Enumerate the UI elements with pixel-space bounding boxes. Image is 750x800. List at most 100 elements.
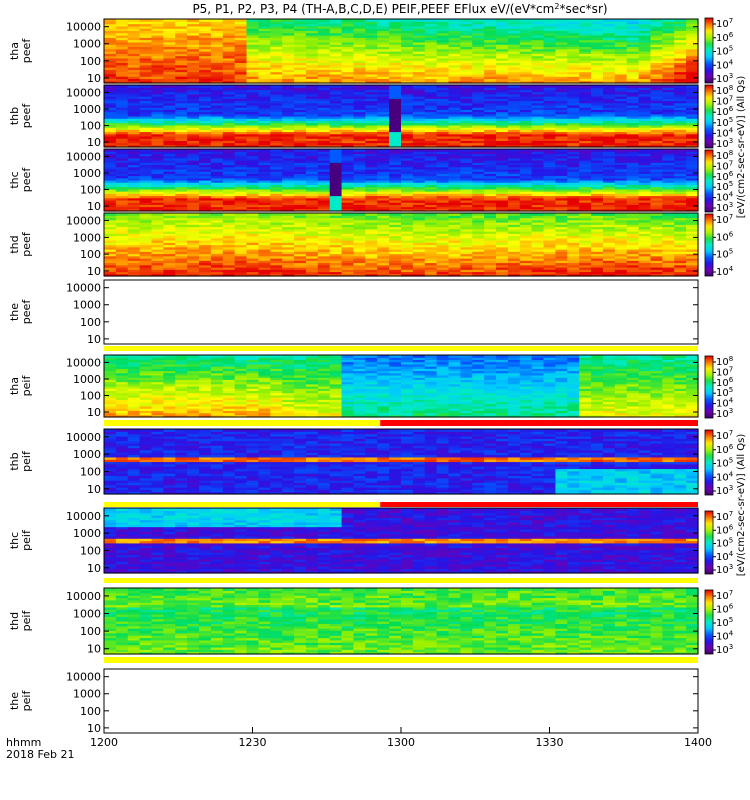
heatmap-cell [151, 226, 164, 230]
heatmap-cell [294, 135, 307, 139]
heatmap-cell [329, 118, 343, 122]
heatmap-cell [472, 109, 485, 113]
heatmap-cell [638, 21, 652, 25]
heatmap-cell [496, 204, 509, 208]
heatmap-cell [507, 131, 521, 135]
heatmap-cell [294, 155, 307, 159]
heatmap-cell [496, 138, 509, 141]
heatmap-cell [472, 171, 485, 174]
heatmap-cell [638, 153, 652, 157]
heatmap-cell [317, 206, 331, 210]
heatmap-cell [341, 133, 355, 137]
heatmap-cell [484, 138, 497, 141]
heatmap-cell [579, 208, 592, 212]
heatmap-cell [436, 122, 450, 126]
heatmap-cell [305, 30, 319, 34]
heatmap-cell [626, 155, 640, 159]
heatmap-cell [139, 262, 153, 266]
heatmap-cell [448, 21, 461, 25]
heatmap-cell [436, 168, 450, 172]
heatmap-cell [187, 151, 200, 155]
heatmap-cell [115, 69, 129, 73]
heatmap-cell [543, 28, 557, 32]
heatmap-cell [401, 173, 414, 177]
heatmap-cell [602, 162, 616, 166]
heatmap-cell [282, 71, 295, 75]
heatmap-cell [472, 57, 485, 61]
heatmap-cell [448, 162, 461, 166]
heatmap-cell [199, 240, 212, 243]
heatmap-cell [674, 35, 687, 38]
heatmap-cell [104, 237, 117, 241]
heatmap-cell [282, 271, 295, 275]
heatmap-cell [365, 267, 378, 270]
heatmap-cell [686, 46, 699, 50]
heatmap-cell [353, 122, 366, 126]
heatmap-cell [341, 149, 355, 152]
heatmap-cell [115, 127, 129, 130]
heatmap-cell [151, 142, 164, 146]
heatmap-cell [507, 157, 521, 161]
heatmap-cell [424, 107, 438, 110]
heatmap-cell [341, 127, 355, 130]
heatmap-cell [151, 104, 164, 108]
heatmap-cell [448, 168, 461, 172]
heatmap-cell [151, 57, 164, 61]
heatmap-cell [246, 246, 260, 250]
heatmap-cell [282, 260, 295, 264]
heatmap-cell [258, 111, 271, 115]
heatmap-cell [270, 219, 283, 223]
panel-frame [103, 148, 699, 212]
heatmap-cell [341, 182, 355, 186]
heatmap-cell [115, 118, 129, 122]
heatmap-cell [341, 28, 355, 32]
heatmap-cell [472, 162, 485, 166]
heatmap-cell [305, 233, 319, 237]
heatmap-cell [270, 151, 283, 155]
heatmap-cell [353, 48, 366, 52]
heatmap-cell [329, 213, 343, 216]
heatmap-cell [187, 118, 200, 122]
heatmap-cell [401, 120, 414, 124]
heatmap-cell [555, 51, 568, 54]
heatmap-cell [210, 71, 224, 75]
heatmap-cell [472, 120, 485, 124]
heatmap-cell [626, 85, 640, 88]
heatmap-cell [341, 237, 355, 241]
heatmap-cell [401, 253, 414, 257]
heatmap-cell [199, 202, 212, 205]
heatmap-cell [258, 57, 271, 61]
heatmap-cell [543, 142, 557, 146]
heatmap-cell [199, 273, 212, 277]
heatmap-cell [282, 175, 295, 179]
heatmap-cell [638, 53, 652, 57]
heatmap-cell [151, 78, 164, 82]
heatmap-cell [496, 69, 509, 73]
heatmap-cell [127, 80, 141, 84]
heatmap-cell [341, 260, 355, 264]
heatmap-cell [199, 151, 212, 155]
heatmap-cell [531, 48, 545, 52]
heatmap-cell [294, 102, 307, 106]
heatmap-cell [187, 48, 200, 52]
heatmap-cell [282, 28, 295, 32]
heatmap-cell [614, 104, 628, 108]
heatmap-cell [686, 120, 699, 124]
heatmap-cell [424, 182, 438, 186]
heatmap-cell [329, 166, 343, 170]
heatmap-cell [104, 246, 117, 250]
heatmap-cell [104, 28, 117, 32]
heatmap-cell [448, 107, 461, 110]
heatmap-cell [460, 21, 473, 25]
heatmap-cell [115, 164, 129, 168]
heatmap-cell [686, 195, 699, 199]
heatmap-cell [674, 122, 687, 126]
heatmap-cell [175, 242, 188, 246]
heatmap-cell [365, 140, 378, 144]
heatmap-cell [222, 224, 236, 228]
heatmap-cell [246, 188, 260, 192]
heatmap-cell [638, 104, 652, 108]
heatmap-cell [270, 138, 283, 141]
heatmap-cell [674, 28, 687, 32]
heatmap-cell [139, 89, 153, 93]
